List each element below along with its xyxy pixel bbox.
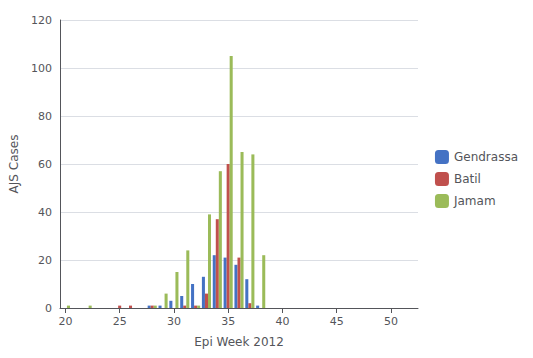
- svg-text:80: 80: [38, 110, 52, 123]
- svg-text:25: 25: [113, 315, 127, 328]
- svg-text:Jamam: Jamam: [453, 194, 496, 208]
- svg-text:Batil: Batil: [454, 172, 481, 186]
- svg-text:AJS Cases: AJS Cases: [7, 135, 21, 194]
- svg-text:35: 35: [221, 315, 235, 328]
- svg-text:120: 120: [31, 14, 52, 27]
- svg-text:50: 50: [384, 315, 398, 328]
- svg-text:40: 40: [38, 206, 52, 219]
- svg-text:Epi Week 2012: Epi Week 2012: [194, 335, 284, 349]
- svg-text:0: 0: [45, 302, 52, 315]
- svg-text:30: 30: [167, 315, 181, 328]
- svg-text:60: 60: [38, 158, 52, 171]
- svg-text:20: 20: [38, 254, 52, 267]
- svg-text:100: 100: [31, 62, 52, 75]
- svg-text:40: 40: [275, 315, 289, 328]
- svg-text:45: 45: [330, 315, 344, 328]
- svg-text:20: 20: [58, 315, 72, 328]
- svg-text:Gendrassa: Gendrassa: [454, 150, 518, 164]
